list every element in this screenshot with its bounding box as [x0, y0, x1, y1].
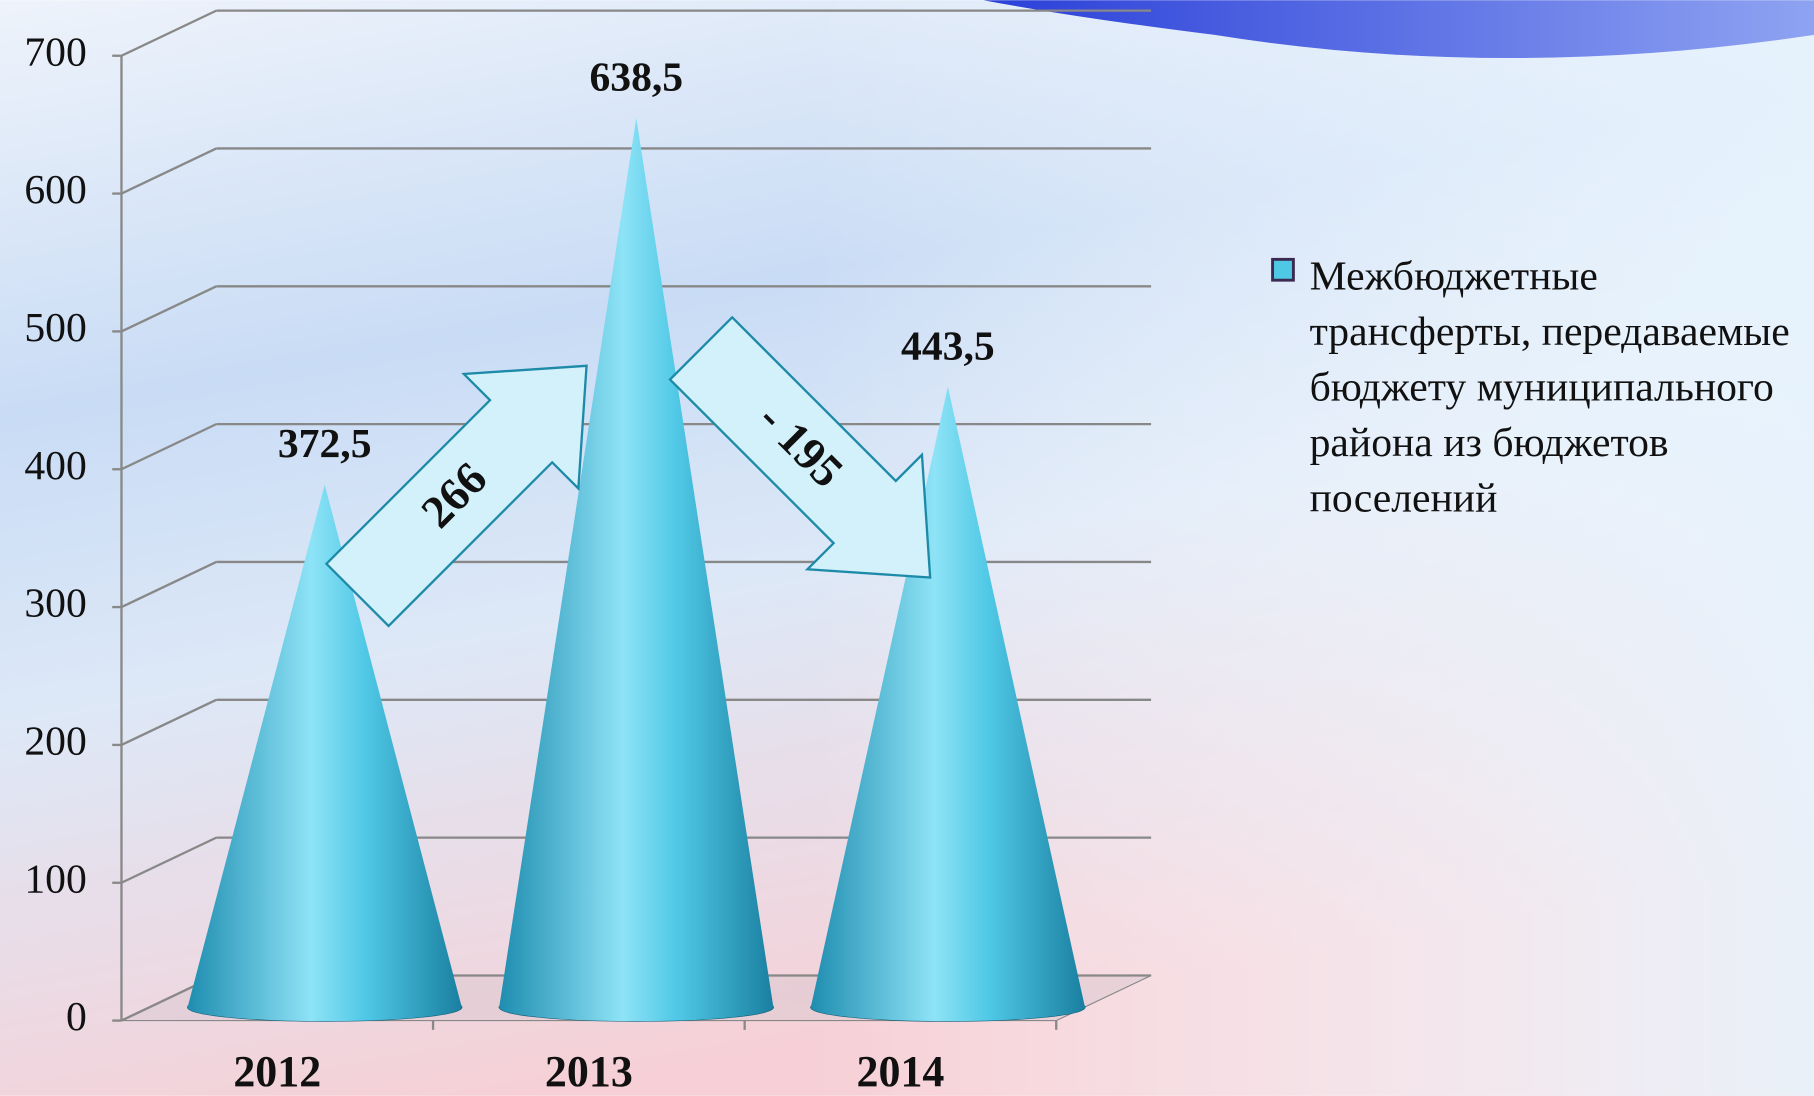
x-tick-label: 2013	[545, 1047, 633, 1096]
grid-line	[120, 423, 217, 471]
arrow-shape	[324, 364, 588, 628]
bar	[810, 386, 1085, 1022]
y-tick-label: 600	[24, 167, 86, 213]
grid-line	[120, 560, 217, 609]
legend-label: Межбюджетные трансферты, передаваемые бю…	[1309, 252, 1790, 521]
x-tick-label: 2012	[233, 1047, 321, 1096]
bar	[499, 117, 774, 1022]
arrow-shape	[668, 315, 932, 579]
y-tick-label: 500	[24, 305, 86, 351]
grid-line	[120, 698, 217, 746]
grid-line	[120, 836, 217, 884]
bar	[187, 484, 462, 1022]
y-tick-label: 200	[24, 718, 86, 764]
y-tick-label: 700	[24, 29, 86, 75]
data-label: 372,5	[278, 421, 372, 467]
data-label: 443,5	[901, 323, 995, 369]
x-tick-label: 2014	[856, 1047, 944, 1096]
change-arrow: 266	[324, 364, 588, 628]
legend: Межбюджетные трансферты, передаваемые бю…	[1309, 252, 1790, 521]
grid-line	[120, 147, 217, 195]
grid-line	[120, 285, 217, 333]
y-tick-label: 300	[24, 581, 86, 627]
y-tick-label: 100	[24, 856, 86, 902]
swoosh	[983, 0, 1814, 59]
legend-swatch	[1271, 257, 1295, 282]
grid-line	[120, 9, 217, 57]
y-tick-label: 0	[66, 994, 87, 1040]
data-label: 638,5	[589, 54, 683, 100]
y-tick-label: 400	[24, 443, 86, 489]
